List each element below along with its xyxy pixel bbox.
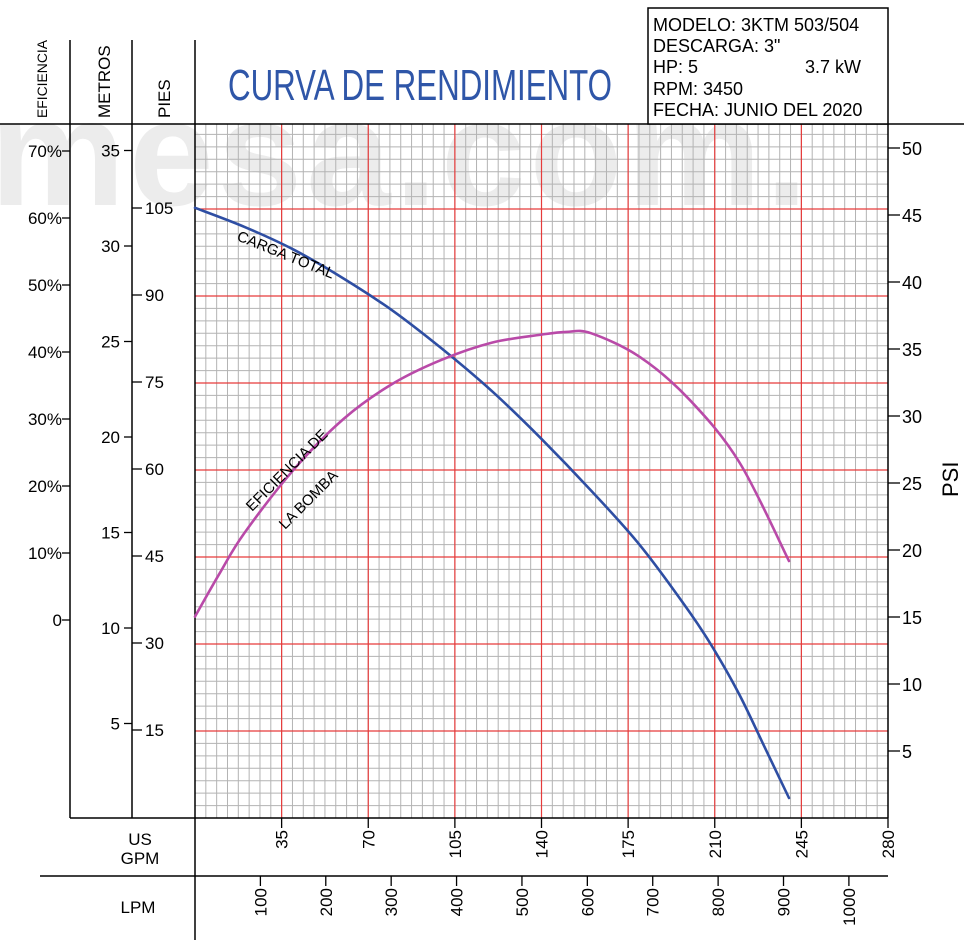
tick-label-eficiencia: 40% [28, 343, 62, 362]
tick-label-pies: 45 [145, 547, 164, 566]
info-fecha: FECHA: JUNIO DEL 2020 [653, 100, 862, 120]
tick-label-metros: 30 [101, 237, 120, 256]
tick-label-gpm: 105 [446, 830, 465, 858]
tick-label-lpm: 600 [578, 888, 597, 916]
tick-label-psi: 30 [902, 407, 922, 427]
tick-label-gpm: 175 [619, 830, 638, 858]
tick-label-psi: 15 [902, 608, 922, 628]
tick-label-pies: 105 [145, 199, 173, 218]
axis-header-pies: PIES [155, 79, 174, 118]
tick-label-eficiencia: 70% [28, 142, 62, 161]
tick-label-lpm: 300 [382, 888, 401, 916]
series-eficiencia [193, 329, 791, 618]
tick-label-eficiencia: 60% [28, 209, 62, 228]
axis-header-metros: METROS [95, 45, 114, 118]
tick-label-eficiencia: 0 [53, 611, 62, 630]
tick-label-lpm: 800 [709, 888, 728, 916]
tick-label-gpm: 210 [706, 830, 725, 858]
chart-axes: 0 10% 20% 30% 40% 50% 60% 70% 5 10 15 20 25 30 35 15 30 4… [28, 139, 922, 926]
tick-label-pies: 30 [145, 634, 164, 653]
tick-label-pies: 90 [145, 286, 164, 305]
tick-label-eficiencia: 20% [28, 477, 62, 496]
tick-label-eficiencia: 50% [28, 276, 62, 295]
tick-label-eficiencia: 30% [28, 410, 62, 429]
tick-label-gpm: 140 [533, 830, 552, 858]
tick-label-gpm: 245 [792, 830, 811, 858]
tick-label-gpm: 35 [273, 830, 292, 849]
chart-title: CURVA DE RENDIMIENTO [228, 61, 612, 110]
axis-header-eficiencia: EFICIENCIA [34, 39, 50, 118]
tick-label-metros: 25 [101, 333, 120, 352]
tick-label-metros: 20 [101, 428, 120, 447]
tick-label-psi: 5 [902, 742, 912, 762]
tick-label-eficiencia: 10% [28, 544, 62, 563]
chart-series [193, 206, 791, 800]
tick-label-lpm: 900 [775, 888, 794, 916]
axis-header-psi: PSI [938, 462, 963, 497]
chart-grid [195, 124, 888, 818]
tick-label-psi: 20 [902, 541, 922, 561]
tick-label-metros: 5 [111, 715, 120, 734]
tick-label-psi: 45 [902, 206, 922, 226]
tick-label-lpm: 500 [513, 888, 532, 916]
tick-label-lpm: 400 [448, 888, 467, 916]
axis-header-lpm: LPM [121, 898, 156, 917]
axis-header-gpm-line2: GPM [121, 849, 160, 868]
tick-label-psi: 35 [902, 340, 922, 360]
chart-frame [0, 40, 964, 940]
tick-label-pies: 15 [145, 721, 164, 740]
tick-label-lpm: 200 [317, 888, 336, 916]
axis-header-gpm-line1: US [128, 830, 152, 849]
tick-label-pies: 75 [145, 373, 164, 392]
series-carga-total [193, 206, 791, 800]
info-rpm: RPM: 3450 [653, 79, 743, 99]
tick-label-psi: 10 [902, 675, 922, 695]
tick-label-pies: 60 [145, 460, 164, 479]
tick-label-metros: 35 [101, 142, 120, 161]
tick-label-metros: 15 [101, 524, 120, 543]
tick-label-metros: 10 [101, 619, 120, 638]
info-descarga: DESCARGA: 3" [653, 36, 780, 56]
tick-label-psi: 50 [902, 139, 922, 159]
info-modelo: MODELO: 3KTM 503/504 [653, 15, 859, 35]
tick-label-lpm: 1000 [840, 888, 859, 926]
info-hp: HP: 5 [653, 57, 698, 77]
tick-label-lpm: 100 [251, 888, 270, 916]
tick-label-lpm: 700 [644, 888, 663, 916]
info-box-border [647, 7, 889, 125]
tick-label-psi: 25 [902, 474, 922, 494]
tick-label-gpm: 280 [879, 830, 898, 858]
info-kw: 3.7 kW [805, 57, 861, 77]
tick-label-gpm: 70 [359, 830, 378, 849]
tick-label-psi: 40 [902, 273, 922, 293]
info-box: MODELO: 3KTM 503/504 DESCARGA: 3" HP: 5 … [647, 7, 889, 125]
